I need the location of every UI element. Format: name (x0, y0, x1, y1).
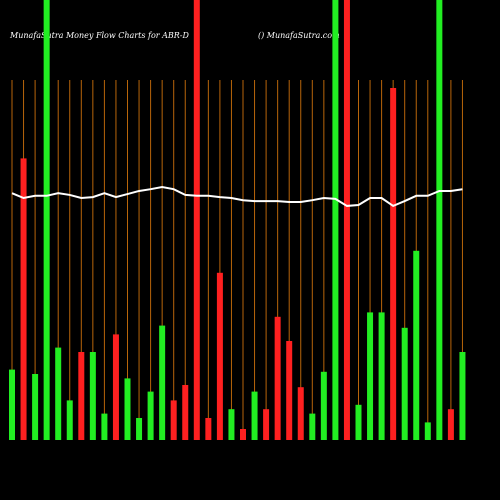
bar (20, 158, 27, 440)
bar (205, 418, 212, 440)
bar (424, 422, 431, 440)
bar (89, 352, 96, 440)
bar (343, 0, 350, 440)
bar (274, 316, 281, 440)
bar (55, 347, 62, 440)
bar (136, 418, 143, 440)
bar (286, 341, 293, 440)
bar (159, 325, 166, 440)
bar (355, 404, 362, 440)
bar (378, 312, 385, 440)
bar (447, 409, 454, 440)
bar (170, 400, 177, 440)
bar (78, 352, 85, 440)
bar (297, 387, 304, 440)
bar (309, 413, 316, 440)
bar (251, 391, 258, 440)
bar (124, 378, 131, 440)
bar (66, 400, 73, 440)
bar (182, 385, 189, 440)
bar (9, 369, 15, 440)
bar (228, 409, 235, 440)
bar (367, 312, 374, 440)
bar (263, 409, 270, 440)
bar (216, 272, 223, 440)
bar (390, 88, 397, 440)
bar (459, 352, 466, 440)
line (11, 185, 463, 208)
bar (101, 413, 108, 440)
bar (436, 0, 443, 440)
chart-subtitle: () MunafaSutra.com (258, 31, 340, 40)
bar (147, 391, 154, 440)
bar (413, 250, 420, 440)
bar (320, 371, 327, 440)
bar (112, 334, 119, 440)
bar (32, 374, 39, 440)
bar (193, 0, 200, 440)
chart-title: MunafaSutra Money Flow Charts for ABR-D (9, 31, 190, 40)
bar (43, 0, 50, 440)
bar (401, 327, 408, 440)
bar (332, 0, 339, 440)
bar (240, 429, 246, 440)
